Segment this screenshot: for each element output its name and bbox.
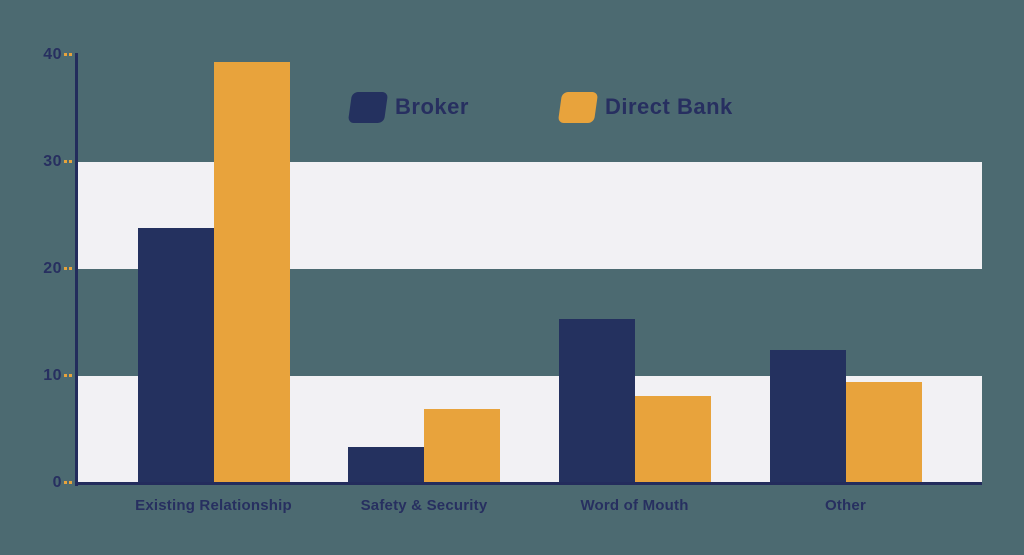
y-axis-tick-10	[64, 374, 78, 377]
bar-direct-bank-word-of-mouth	[634, 396, 711, 483]
bar-broker-word-of-mouth	[558, 319, 635, 483]
x-axis-label-word-of-mouth: Word of Mouth	[580, 497, 689, 514]
legend-item-direct-bank: Direct Bank	[557, 91, 733, 123]
y-axis-tick-20	[64, 267, 78, 270]
y-axis-tick-30	[64, 160, 78, 163]
x-axis-line	[75, 482, 982, 485]
legend-label-direct-bank: Direct Bank	[605, 94, 733, 119]
y-axis-tick-0	[64, 481, 78, 484]
bar-direct-bank-other	[845, 382, 922, 483]
y-axis-label-20: 20	[43, 260, 62, 277]
bar-broker-existing-relationship	[137, 228, 214, 483]
legend-label-broker: Broker	[395, 94, 469, 119]
y-axis-label-0: 0	[52, 474, 62, 491]
y-axis-line	[75, 53, 78, 486]
x-axis-label-existing-relationship: Existing Relationship	[135, 497, 292, 514]
x-axis-label-safety-security: Safety & Security	[360, 497, 488, 514]
legend-item-broker: Broker	[347, 91, 469, 123]
y-axis-label-30: 30	[43, 153, 62, 170]
bar-direct-bank-safety-security	[424, 409, 500, 483]
y-axis-label-10: 10	[43, 367, 62, 384]
legend-swatch-broker	[347, 91, 389, 123]
bar-broker-safety-security	[348, 446, 424, 483]
y-axis-label-40: 40	[43, 46, 62, 63]
y-axis-tick-40	[64, 53, 78, 56]
bar-broker-other	[769, 350, 846, 483]
legend-swatch-direct-bank	[557, 91, 599, 123]
x-axis-label-other: Other	[824, 497, 866, 514]
bar-direct-bank-existing-relationship	[213, 62, 290, 483]
